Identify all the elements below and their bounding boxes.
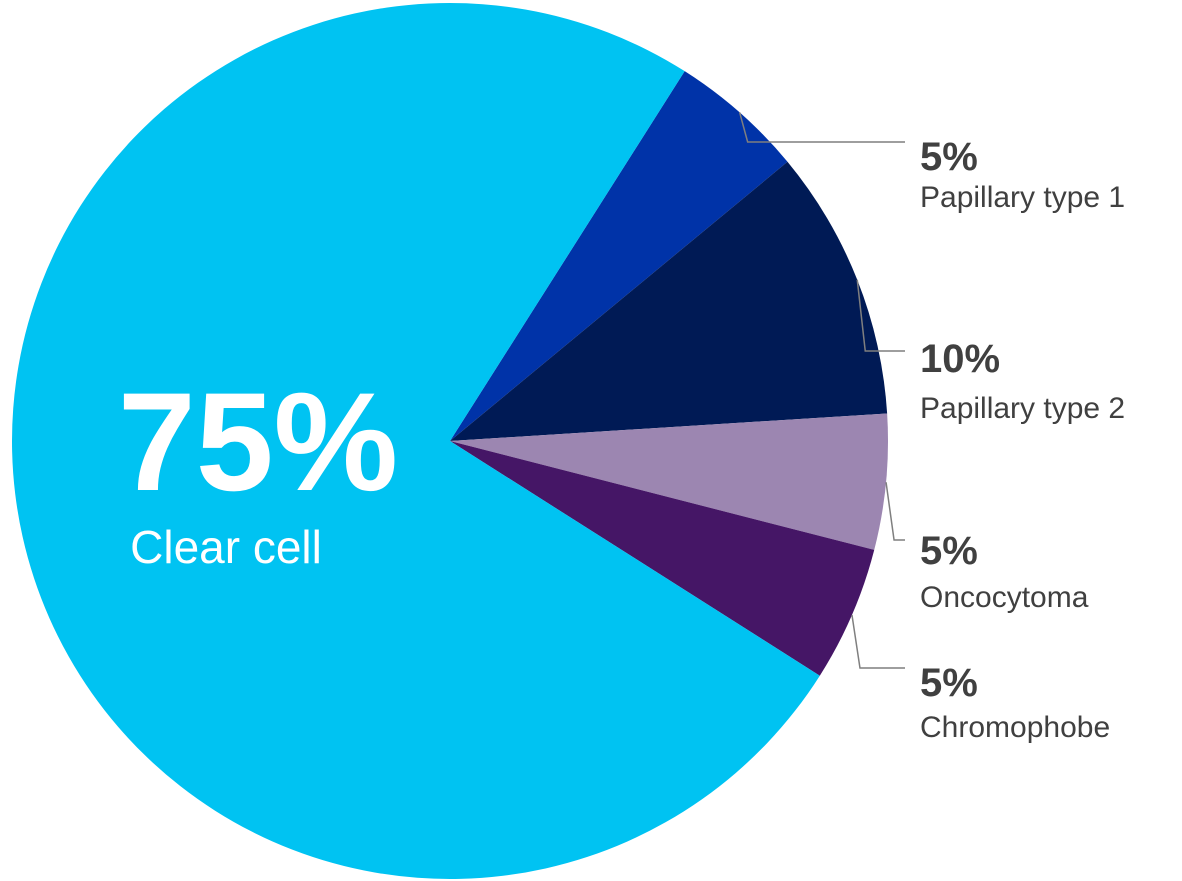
pie-slice	[450, 161, 888, 441]
slice-value-label: 10%	[920, 337, 1000, 381]
slice-category-label: Papillary type 2	[920, 392, 1125, 425]
slice-value-label: 5%	[920, 135, 978, 179]
pie-slice	[450, 441, 875, 676]
pie-slices	[11, 2, 888, 880]
leader-line	[856, 279, 905, 352]
pie-slice	[450, 413, 888, 550]
leader-line	[885, 482, 905, 541]
slice-value-label: 5%	[920, 529, 978, 573]
leader-lines	[738, 112, 905, 669]
slice-category-label: Oncocytoma	[920, 581, 1089, 614]
slice-value-label: 75%	[118, 363, 398, 520]
leader-line	[851, 614, 905, 669]
slice-category-label: Clear cell	[130, 521, 322, 573]
leader-line	[738, 112, 905, 143]
slice-category-label: Chromophobe	[920, 711, 1110, 744]
slice-category-label: Papillary type 1	[920, 181, 1125, 214]
slice-value-label: 5%	[920, 661, 978, 705]
pie-slice	[11, 2, 820, 880]
pie-slice	[450, 71, 788, 441]
slice-labels: 75% Clear cell 5% Papillary type 1 10% P…	[118, 135, 1125, 744]
